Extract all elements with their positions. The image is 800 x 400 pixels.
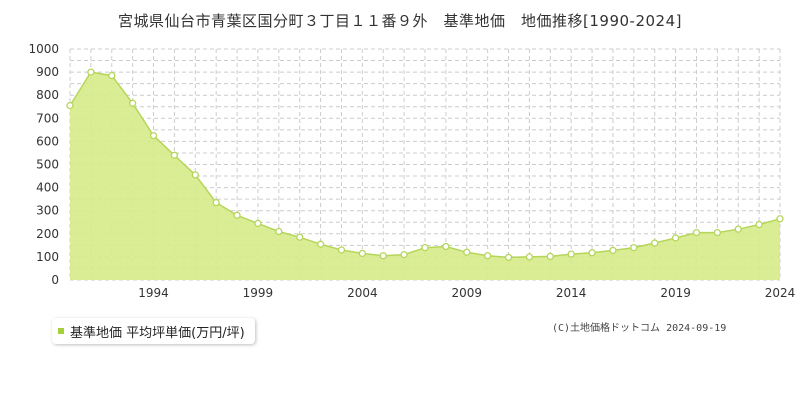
data-point (463, 248, 471, 256)
data-point (358, 249, 367, 258)
data-point (421, 244, 429, 252)
legend-marker (58, 328, 64, 334)
x-tick-label: 2019 (660, 286, 691, 300)
data-point (734, 225, 742, 233)
data-point (651, 239, 659, 247)
data-point (128, 99, 137, 107)
data-point (546, 252, 554, 261)
y-tick-label: 0 (51, 273, 59, 287)
x-tick-label: 1999 (243, 286, 274, 300)
data-point (87, 68, 95, 76)
data-point (212, 198, 220, 207)
data-point (525, 253, 534, 261)
data-points (66, 68, 784, 262)
y-axis-ticks: 0 100 200 300 400 500 600 700 800 900 1000 (28, 42, 59, 287)
y-tick-label: 1000 (28, 42, 59, 56)
data-point (254, 219, 262, 228)
x-tick-label: 2004 (347, 286, 378, 300)
copyright-credit: (C)土地価格ドットコム 2024-09-19 (552, 323, 727, 334)
data-point (66, 101, 74, 110)
y-tick-label: 500 (36, 158, 59, 172)
y-tick-label: 700 (36, 111, 59, 125)
legend: 基準地価 平均坪単価(万円/坪) (52, 318, 255, 344)
x-tick-label: 1994 (138, 286, 169, 300)
data-point (296, 233, 304, 241)
data-point (191, 171, 199, 179)
y-tick-label: 300 (36, 204, 59, 218)
area-series (70, 72, 780, 280)
data-point (504, 253, 513, 262)
data-point (275, 227, 283, 236)
data-point (713, 228, 722, 237)
data-point (483, 252, 492, 260)
data-point (233, 211, 241, 219)
y-tick-label: 200 (36, 227, 59, 241)
data-point (108, 71, 116, 80)
data-point (316, 240, 325, 248)
data-point (149, 131, 158, 140)
data-point (692, 228, 701, 237)
data-point (671, 234, 680, 242)
x-axis-ticks: 1994 1999 2004 2009 2014 2019 2024 (138, 286, 795, 300)
y-tick-label: 800 (36, 88, 59, 102)
data-point (609, 246, 617, 255)
data-point (630, 244, 638, 252)
x-tick-label: 2009 (451, 286, 482, 300)
data-point (170, 151, 179, 159)
data-point (776, 215, 784, 223)
data-point (400, 250, 408, 259)
y-tick-label: 900 (36, 65, 59, 79)
legend-label: 基準地価 平均坪単価(万円/坪) (70, 325, 245, 341)
y-tick-label: 600 (36, 134, 59, 148)
data-point (379, 252, 387, 260)
x-tick-label: 2014 (556, 286, 587, 300)
data-point (755, 220, 763, 229)
data-point (588, 249, 596, 257)
data-point (567, 250, 575, 258)
x-tick-label: 2024 (765, 286, 796, 300)
y-tick-label: 400 (36, 181, 59, 195)
data-point (442, 242, 450, 251)
y-tick-label: 100 (36, 250, 59, 264)
chart-title: 宮城県仙台市青葉区国分町３丁目１１番９外 基準地価 地価推移[1990-2024… (118, 12, 682, 30)
data-point (337, 246, 346, 254)
